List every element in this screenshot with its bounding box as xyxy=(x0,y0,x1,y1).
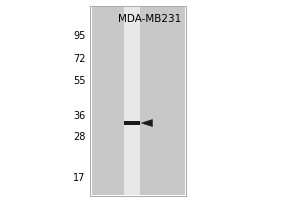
Text: 36: 36 xyxy=(73,111,86,121)
Text: MDA-MB231: MDA-MB231 xyxy=(118,14,182,24)
Polygon shape xyxy=(141,119,153,127)
Text: 28: 28 xyxy=(73,132,86,142)
Text: 55: 55 xyxy=(73,76,85,86)
Bar xyxy=(124,7,140,195)
Text: 17: 17 xyxy=(73,173,86,183)
Bar xyxy=(124,121,140,125)
Text: 72: 72 xyxy=(73,54,85,64)
Bar xyxy=(92,7,184,195)
Text: 95: 95 xyxy=(73,31,86,41)
Bar xyxy=(90,6,186,196)
